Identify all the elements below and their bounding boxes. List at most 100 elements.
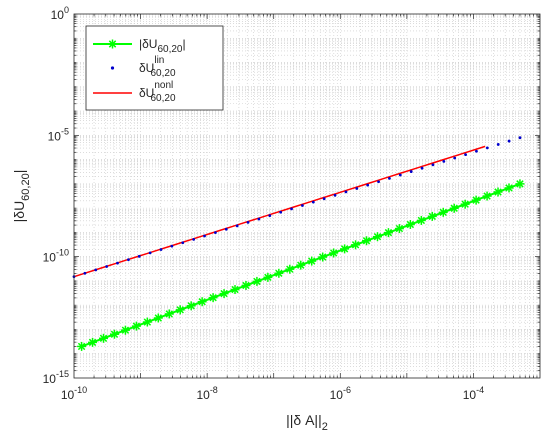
data-point-asterisk [153, 313, 163, 323]
data-point-dot [246, 221, 250, 224]
y-tick-label: 100 [51, 5, 69, 22]
data-point-dot [268, 214, 272, 218]
data-point-asterisk [296, 260, 306, 270]
data-point-dot [257, 217, 261, 221]
data-point-dot [453, 156, 457, 160]
axis-ticks [74, 14, 540, 378]
data-point-asterisk [274, 268, 284, 278]
data-point-asterisk [329, 248, 339, 258]
legend-box [85, 25, 224, 111]
data-point-asterisk [241, 280, 251, 290]
data-point-asterisk [197, 297, 207, 307]
data-point-asterisk [142, 317, 152, 327]
data-point-asterisk [416, 215, 426, 225]
legend: |δU60,20| δUlin 60,20 δUnonl 60,20 [85, 25, 224, 111]
data-point-dot [214, 231, 217, 234]
data-point-dot [181, 241, 185, 245]
data-point-asterisk [493, 187, 503, 197]
data-point-asterisk [175, 305, 185, 315]
data-point-asterisk [263, 272, 273, 282]
data-point-dot [311, 200, 315, 204]
y-tick-label: 10-10 [43, 248, 69, 265]
data-point-dot [235, 224, 239, 228]
data-point-asterisk [362, 236, 372, 246]
y-tick-label-base: 10 [51, 8, 65, 22]
y-tick-label-exp: -5 [61, 126, 69, 136]
data-point-asterisk [208, 293, 218, 303]
data-point-dot [398, 173, 402, 177]
x-tick-label: 10-8 [196, 385, 217, 402]
data-point-dot [126, 258, 130, 262]
data-point-asterisk [340, 244, 350, 254]
data-point-asterisk [164, 309, 174, 319]
data-point-dot [94, 268, 98, 272]
y-tick-label-base: 10 [43, 372, 57, 386]
legend-label-abs-suffix: | [183, 37, 186, 51]
data-point-dot [409, 170, 413, 173]
data-point-asterisk [230, 285, 240, 295]
x-tick-label-exp: -6 [343, 385, 351, 395]
data-point-dot [290, 207, 293, 211]
y-axis-label-main: |δU [11, 201, 27, 223]
data-point-asterisk [515, 179, 525, 189]
x-tick-label-base: 10 [196, 388, 210, 402]
data-point-dot [148, 251, 152, 255]
legend-label-abs-main: |δU [139, 37, 157, 51]
data-point-dot [496, 143, 500, 146]
legend-item-lin: δUlin 60,20 [110, 55, 176, 79]
data-point-dot [518, 136, 522, 140]
y-tick-label-base: 10 [48, 129, 62, 143]
data-point-dot [388, 176, 391, 180]
y-tick-label-exp: -10 [56, 248, 69, 258]
legend-swatch-abs-marker [108, 39, 117, 49]
data-point-dot [464, 153, 467, 157]
data-point-asterisk [77, 341, 87, 351]
data-point-asterisk [120, 325, 130, 335]
data-point-dot [442, 160, 446, 163]
data-point-dot [192, 237, 196, 241]
legend-label-nonl-main: δU [139, 86, 154, 100]
y-axis-label-suffix: | [11, 170, 27, 174]
y-axis-label-sub: 60,20 [20, 173, 32, 201]
legend-label-nonl: δUnonl 60,20 [139, 80, 176, 104]
data-point-asterisk [318, 252, 328, 262]
legend-swatch-lin-marker [110, 66, 115, 70]
data-point-asterisk [186, 301, 196, 311]
data-point-dot [485, 146, 489, 150]
data-point-asterisk [471, 195, 481, 205]
x-tick-label: 10-4 [463, 385, 484, 402]
data-point-dot [366, 183, 370, 187]
data-point-dot [322, 197, 326, 201]
y-axis-label: |δU60,20| [11, 170, 32, 223]
data-point-asterisk [372, 232, 382, 242]
data-point-dot [420, 166, 424, 170]
data-point-asterisk [427, 211, 437, 221]
data-point-dot [116, 261, 119, 265]
data-point-dot [203, 234, 206, 238]
data-point-dot [344, 190, 348, 194]
data-point-dot [431, 163, 435, 167]
data-point-dot [301, 204, 304, 207]
legend-label-nonl-sub: 60,20 [151, 93, 176, 104]
plot-frame [73, 13, 541, 379]
data-point-dot [333, 193, 337, 197]
data-point-dot [170, 244, 174, 248]
data-point-dot [83, 271, 87, 275]
data-point-asterisk [394, 224, 404, 234]
data-point-asterisk [438, 207, 448, 217]
data-point-dot [279, 210, 283, 214]
legend-label-abs-sub: 60,20 [157, 44, 182, 55]
legend-label-lin-main: δU [139, 61, 154, 75]
data-point-asterisk [285, 264, 295, 274]
x-tick-label-base: 10 [330, 388, 344, 402]
data-point-asterisk [351, 240, 361, 250]
x-axis-label-main: ||δ A|| [286, 412, 322, 428]
x-tick-label: 10-10 [61, 385, 87, 402]
y-tick-label-base: 10 [43, 251, 57, 265]
data-point-dot [355, 187, 359, 190]
legend-label-lin-sub: 60,20 [151, 68, 176, 79]
data-point-dot [105, 265, 109, 268]
data-point-asterisk [131, 321, 141, 331]
y-tick-label-exp: 0 [64, 5, 69, 15]
